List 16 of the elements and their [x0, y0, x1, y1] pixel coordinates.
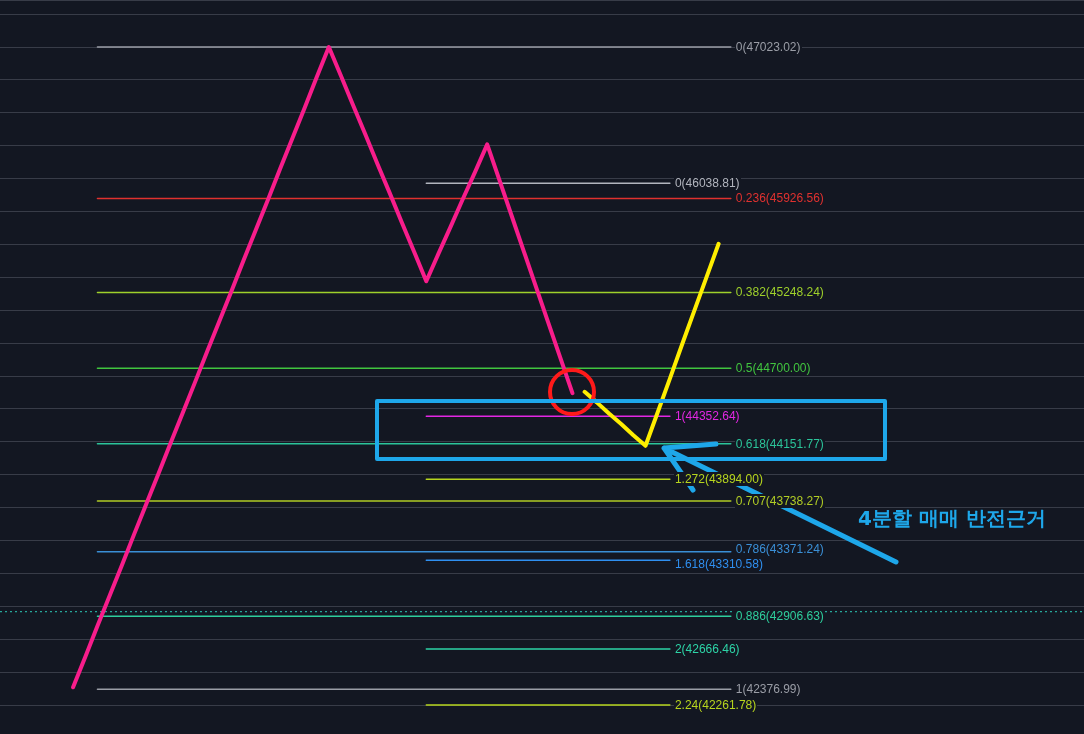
series-label: 0(46038.81) — [673, 176, 741, 190]
series-label: 0.786(43371.24) — [734, 541, 825, 556]
series-label: 1.618(43310.58) — [673, 556, 764, 571]
series-label: 0.618(44151.77) — [734, 437, 825, 451]
series-label: 0.5(44700.00) — [734, 361, 812, 375]
series-label: 1(42376.99) — [734, 682, 802, 696]
series-label: 0.382(45248.24) — [734, 285, 825, 299]
series-label: 2.24(42261.78) — [673, 698, 758, 712]
series-label: 2(42666.46) — [673, 642, 741, 656]
series-label: 0.886(42906.63) — [734, 609, 825, 623]
series-label: 0(47023.02) — [734, 40, 802, 54]
annotation: 4분할 매매 반전근거 — [858, 506, 1046, 530]
series-label: 0.236(45926.56) — [734, 191, 825, 205]
series-label: 1.272(43894.00) — [673, 472, 764, 486]
series-label: 1(44352.64) — [673, 409, 741, 423]
series-label: 0.707(43738.27) — [734, 494, 825, 508]
